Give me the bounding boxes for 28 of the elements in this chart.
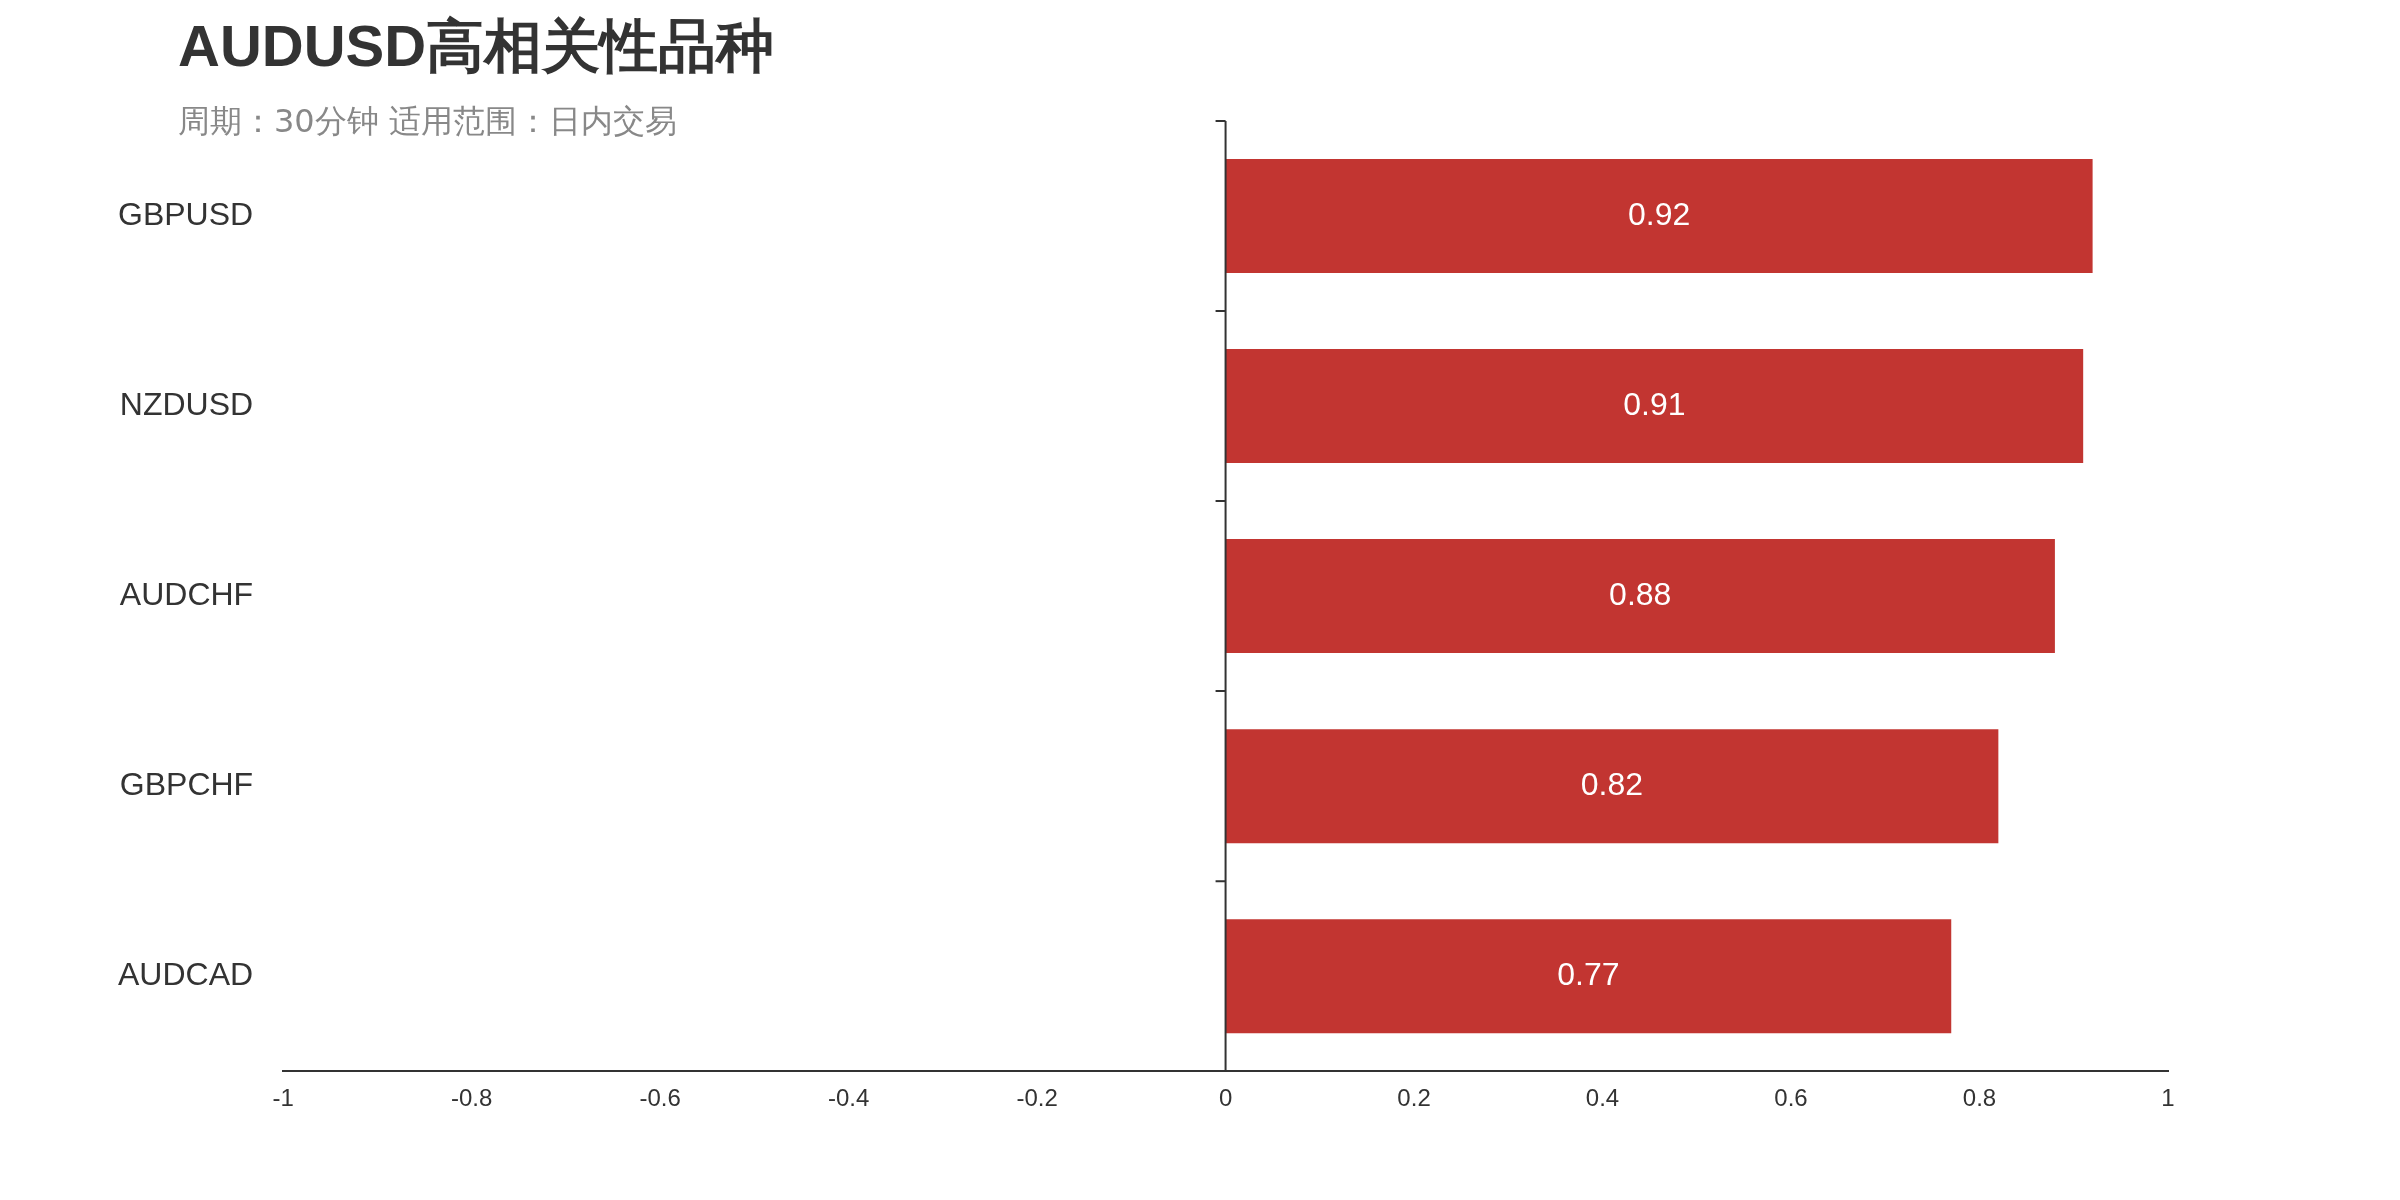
bar (1225, 349, 2084, 464)
bar (1225, 919, 1952, 1034)
y-tick-label: GBPCHF (119, 765, 254, 802)
x-tick-label: 1 (2161, 1084, 2175, 1112)
data-label: 0.77 (1557, 956, 1620, 993)
data-label: 0.88 (1609, 575, 1672, 612)
x-tick-label: 0.2 (1397, 1084, 1431, 1112)
y-tick-label: NZDUSD (119, 385, 254, 422)
bar (1225, 729, 1999, 844)
x-tick-label: -1 (272, 1084, 294, 1112)
x-tick-label: 0.8 (1962, 1084, 1997, 1112)
x-tick-label: 0.4 (1585, 1084, 1620, 1112)
data-label: 0.82 (1580, 765, 1644, 802)
x-tick-label: 0.6 (1774, 1084, 1808, 1112)
chart-title: AUDUSD高相关性品种 (178, 12, 775, 80)
chart-subtitle: 周期：30分钟 适用范围：日内交易 (178, 101, 678, 142)
x-tick-label: -0.2 (1016, 1084, 1058, 1112)
x-tick-label: -0.8 (450, 1084, 493, 1112)
bar (1225, 159, 2093, 274)
y-tick-label: AUDCHF (119, 575, 254, 612)
y-tick-label: AUDCAD (118, 956, 254, 993)
data-label: 0.91 (1623, 385, 1686, 422)
x-tick-label: -0.6 (639, 1084, 681, 1112)
bar (1225, 539, 2055, 654)
data-label: 0.92 (1627, 195, 1691, 232)
x-tick-label: -0.4 (827, 1084, 870, 1112)
y-tick-label: GBPUSD (118, 195, 254, 232)
x-tick-label: 0 (1218, 1084, 1233, 1112)
